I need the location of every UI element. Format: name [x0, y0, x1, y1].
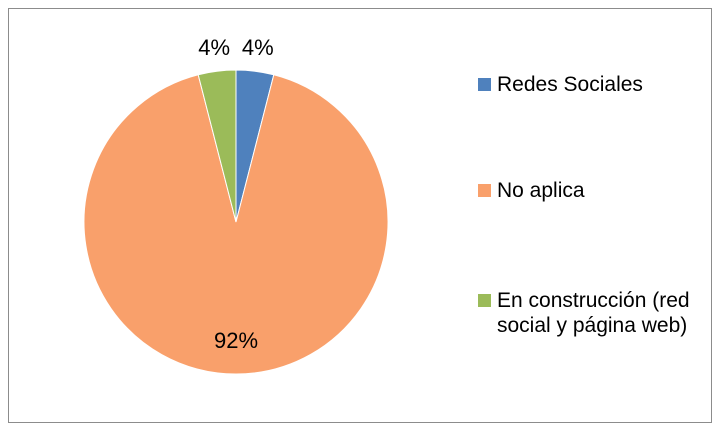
pie-slice — [83, 74, 389, 375]
legend-swatch — [478, 294, 491, 307]
legend-label: No aplica — [497, 179, 585, 202]
data-label: 4% — [242, 35, 274, 60]
legend-label: En construcción (red social y página web… — [497, 289, 690, 337]
legend-swatch — [478, 78, 491, 91]
data-label: 4% — [198, 35, 230, 60]
legend-label: Redes Sociales — [497, 73, 643, 96]
pie-slice — [197, 69, 237, 223]
data-label: 92% — [214, 328, 258, 353]
legend-swatch — [478, 184, 491, 197]
